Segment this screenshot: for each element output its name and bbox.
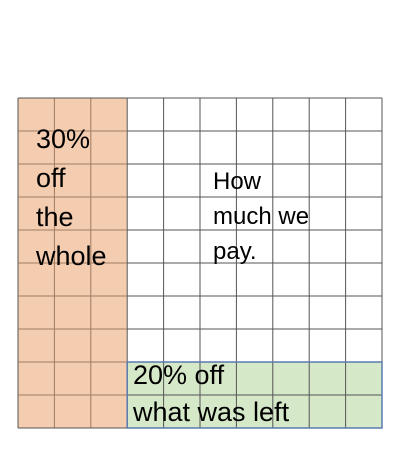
label-left-line-1: 30% [36,124,91,154]
label-center-line-1: How [213,168,262,195]
label-left-line-2: off [36,163,66,193]
label-30-percent-off-whole: 30% off the whole [36,120,107,276]
bottom-region-border [126,361,383,429]
label-center-line-3: pay. [213,238,257,265]
label-20-percent-off-left: 20% off what was left [133,357,289,431]
label-bottom-line-1: 20% off [133,360,225,390]
label-bottom-line-2: what was left [133,397,290,427]
label-left-line-3: the [36,202,74,232]
label-how-much-we-pay: How much we pay. [213,164,309,269]
label-center-line-2: much we [213,203,310,230]
label-left-line-4: whole [36,241,107,271]
